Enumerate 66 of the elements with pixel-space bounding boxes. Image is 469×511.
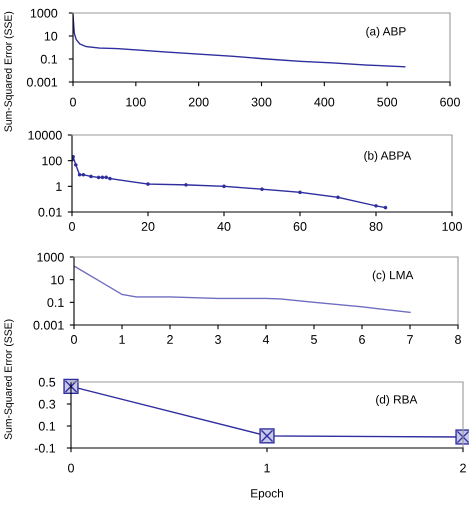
y-tick-label: 10 bbox=[44, 32, 58, 41]
y-axis-title: Sum-Squared Error (SSE) bbox=[4, 320, 14, 440]
annotation: (b) ABPA bbox=[364, 151, 412, 162]
line-series bbox=[73, 14, 406, 68]
point bbox=[146, 182, 150, 186]
x-tick-label: 1 bbox=[119, 335, 125, 344]
point bbox=[222, 184, 226, 188]
point bbox=[89, 174, 93, 178]
x-tick-label: 0 bbox=[69, 222, 75, 231]
x-tick-label: 200 bbox=[188, 98, 209, 106]
x-tick-label: 100 bbox=[126, 98, 146, 106]
x-tick-label: 0 bbox=[70, 98, 76, 106]
y-axis-title: Sum-Squared Error (SSE) bbox=[4, 12, 14, 132]
y-tick-label: 10 bbox=[51, 275, 64, 284]
point bbox=[82, 172, 86, 177]
point bbox=[336, 195, 340, 200]
point bbox=[384, 206, 388, 210]
x-tick-label: 1 bbox=[264, 464, 270, 472]
x-tick-label: 2 bbox=[460, 464, 466, 472]
x-tick-label: 6 bbox=[359, 335, 365, 344]
x-tick-label: 0 bbox=[68, 464, 74, 472]
point bbox=[298, 190, 302, 194]
x-tick-label: 500 bbox=[377, 98, 398, 106]
y-tick-label: -0.1 bbox=[34, 444, 56, 453]
y-tick-label: 10000 bbox=[28, 130, 62, 140]
annotation: (c) LMA bbox=[372, 270, 414, 282]
y-tick-label: 0.1 bbox=[40, 54, 58, 64]
point bbox=[104, 176, 108, 180]
x-tick-label: 2 bbox=[167, 335, 173, 344]
x-tick-label: 4 bbox=[262, 335, 270, 344]
x-tick-label: 300 bbox=[252, 98, 272, 106]
y-tick-label: 100 bbox=[42, 156, 62, 166]
x-tick-label: 20 bbox=[142, 222, 154, 231]
annotation: (d) RBA bbox=[376, 394, 418, 406]
y-tick-label: 1000 bbox=[37, 252, 64, 262]
y-tick-label: 1000 bbox=[30, 8, 58, 18]
x-tick-label: 400 bbox=[314, 98, 334, 106]
point bbox=[78, 172, 82, 177]
annotation: (a) ABP bbox=[366, 26, 406, 38]
x-tick-label: 5 bbox=[311, 335, 317, 344]
y-tick-label: 1 bbox=[56, 182, 62, 191]
y-tick-label: 0.01 bbox=[38, 208, 62, 217]
x-tick-label: 100 bbox=[442, 222, 462, 231]
x-axis-title: Epoch bbox=[251, 488, 283, 500]
y-tick-label: 0.3 bbox=[38, 400, 56, 409]
y-tick-label: 0.001 bbox=[33, 320, 64, 330]
x-tick-label: 600 bbox=[440, 98, 460, 106]
point bbox=[72, 154, 75, 159]
y-tick-label: 0.001 bbox=[26, 78, 58, 87]
point bbox=[74, 163, 78, 167]
x-tick-label: 3 bbox=[215, 335, 221, 344]
x-tick-label: 8 bbox=[455, 335, 461, 344]
y-tick-label: 0.1 bbox=[47, 298, 64, 307]
point bbox=[184, 183, 188, 187]
x-tick-label: 40 bbox=[217, 222, 230, 231]
x-tick-label: 80 bbox=[370, 222, 382, 231]
x-tick-label: 60 bbox=[294, 222, 306, 231]
point bbox=[374, 204, 378, 208]
point bbox=[96, 176, 100, 180]
point bbox=[100, 176, 104, 180]
x-tick-label: 7 bbox=[407, 335, 413, 344]
x-tick-label: 0 bbox=[71, 335, 77, 344]
y-tick-label: 0.1 bbox=[38, 422, 56, 431]
point bbox=[108, 176, 112, 180]
y-tick-label: 0.5 bbox=[38, 378, 56, 387]
point bbox=[260, 187, 264, 191]
